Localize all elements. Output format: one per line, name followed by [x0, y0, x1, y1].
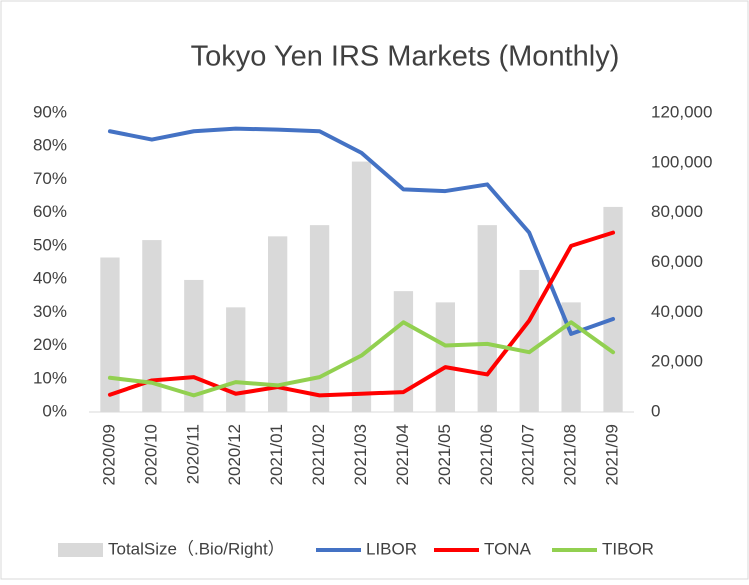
- legend-label: TONA: [484, 539, 532, 558]
- y-tick-label: 40%: [33, 269, 67, 288]
- y-tick-label: 80%: [33, 136, 67, 155]
- x-tick-label: 2021/08: [561, 424, 580, 485]
- y2-tick-label: 60,000: [651, 252, 703, 271]
- x-tick-label: 2020/09: [99, 424, 118, 485]
- bar: [268, 236, 288, 412]
- legend-label: TotalSize（.Bio/Right）: [108, 539, 285, 558]
- y2-tick-label: 120,000: [651, 102, 712, 121]
- x-tick-label: 2021/09: [603, 424, 622, 485]
- bar: [435, 302, 455, 412]
- x-tick-label: 2020/10: [141, 424, 160, 485]
- bar: [393, 291, 414, 412]
- y-tick-label: 10%: [33, 368, 67, 387]
- x-tick-label: 2021/02: [309, 424, 328, 485]
- bar: [100, 257, 120, 412]
- legend-label: LIBOR: [366, 539, 417, 558]
- bar: [561, 302, 581, 412]
- x-tick-label: 2020/12: [225, 424, 244, 485]
- x-tick-label: 2021/06: [477, 424, 496, 485]
- line: [107, 230, 616, 398]
- bar: [477, 225, 497, 412]
- y2-tick-label: 20,000: [651, 352, 703, 371]
- y-tick-label: 0%: [42, 401, 67, 420]
- x-tick-label: 2021/01: [267, 424, 286, 485]
- x-tick-label: 2020/11: [183, 424, 202, 484]
- x-tick-label: 2021/07: [519, 424, 538, 485]
- y-tick-label: 90%: [33, 102, 67, 121]
- line: [107, 126, 616, 336]
- chart-title: Tokyo Yen IRS Markets (Monthly): [191, 41, 620, 73]
- bar: [226, 307, 246, 412]
- y2-tick-label: 100,000: [651, 152, 712, 171]
- y-tick-label: 50%: [33, 235, 67, 254]
- y2-tick-label: 0: [651, 401, 660, 420]
- legend-label: TIBOR: [602, 539, 654, 558]
- y-tick-label: 70%: [33, 169, 67, 188]
- x-tick-label: 2021/03: [351, 424, 370, 485]
- x-tick-label: 2021/05: [435, 424, 454, 485]
- line: [107, 320, 616, 398]
- bar: [142, 240, 162, 412]
- bar: [309, 225, 330, 412]
- x-tick-label: 2021/04: [393, 424, 412, 485]
- y2-tick-label: 40,000: [651, 302, 703, 321]
- y2-tick-label: 80,000: [651, 202, 703, 221]
- bar: [519, 269, 539, 412]
- y-tick-label: 30%: [33, 302, 67, 321]
- y-tick-label: 20%: [33, 335, 67, 354]
- y-tick-label: 60%: [33, 202, 67, 221]
- bar: [351, 161, 372, 412]
- legend-swatch: [58, 543, 103, 557]
- bar: [603, 206, 623, 412]
